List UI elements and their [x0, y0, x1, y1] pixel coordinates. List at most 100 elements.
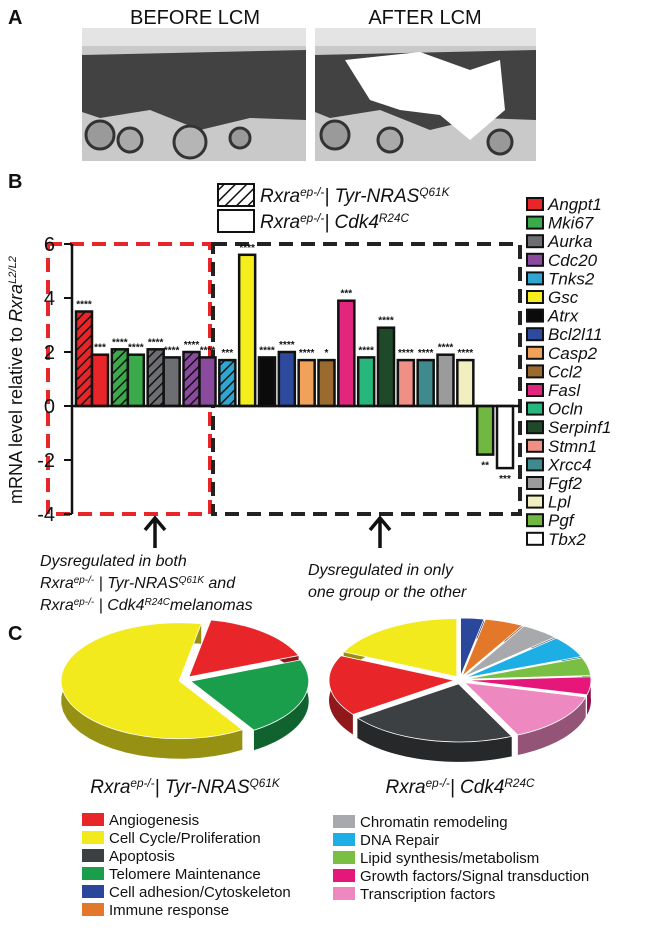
bar [277, 350, 297, 408]
legend-swatch [82, 813, 104, 826]
legend-swatch [526, 234, 544, 249]
text-part: Rxra [40, 597, 74, 614]
text-part: ep-/- [300, 186, 324, 199]
image-caption: AFTER LCM [368, 7, 481, 29]
significance-label: **** [358, 345, 374, 356]
micrograph-after [315, 28, 536, 161]
pie-side [587, 676, 591, 715]
text-part: one group or the other [308, 584, 467, 601]
legend-swatch [82, 867, 104, 880]
text-part: ep-/- [74, 575, 95, 586]
legend-label: Apoptosis [109, 848, 175, 865]
legend-swatch [82, 885, 104, 898]
text-part: Dysregulated in only [308, 562, 454, 579]
legend-swatch [333, 815, 355, 828]
legend-swatch [217, 183, 255, 207]
legend-swatch [526, 345, 544, 360]
legend-label: Transcription factors [360, 886, 495, 903]
significance-label: **** [164, 345, 180, 356]
significance-label: **** [200, 345, 216, 356]
pie-slice [463, 682, 587, 736]
panel-label: B [8, 171, 22, 193]
text-part: ep-/- [426, 777, 450, 790]
arrow [143, 515, 167, 548]
bar [495, 404, 515, 470]
legend-label: Angpt1 [547, 195, 602, 214]
legend-label: Growth factors/Signal transduction [360, 868, 589, 885]
y-tick-label: 6 [44, 234, 55, 256]
legend-label: Lipid synthesis/metabolism [360, 850, 539, 867]
legend-swatch [526, 476, 544, 490]
text-part: and [204, 575, 236, 592]
text-part: melanomas [170, 597, 253, 614]
bar [110, 348, 130, 408]
significance-label: **** [128, 343, 144, 354]
micrograph-before [82, 28, 306, 161]
bar [257, 356, 277, 408]
arrow [368, 515, 392, 548]
legend-label: Cell adhesion/Cytoskeleton [109, 884, 291, 901]
legend-swatch [526, 401, 544, 416]
legend-swatch [333, 887, 355, 900]
legend-label: Stmn1 [548, 437, 597, 456]
legend-label: Casp2 [548, 344, 598, 363]
rich-text: Rxraep-/-| Cdk4R24C [260, 212, 409, 234]
text-part: | Tyr-NRAS [155, 777, 250, 798]
bar [198, 356, 217, 408]
bar [90, 353, 110, 408]
legend-swatch [526, 364, 544, 379]
legend-label: Pgf [548, 511, 576, 530]
text-part: | Tyr-NRAS [94, 575, 179, 592]
text-part: ep-/- [300, 212, 324, 225]
legend-swatch [526, 420, 544, 435]
legend-swatch [82, 903, 104, 916]
panel-label: C [8, 623, 22, 645]
text-part: | Cdk4 [450, 777, 505, 798]
text-part: | Cdk4 [94, 597, 145, 614]
text-part: L2/L2 [7, 255, 19, 284]
significance-label: **** [148, 337, 164, 348]
significance-label: **** [458, 348, 474, 359]
pie-slice [342, 618, 458, 678]
text-part: Rxra [260, 212, 300, 233]
legend-swatch [82, 849, 104, 862]
text-part: Rxra [40, 575, 74, 592]
bar [376, 326, 396, 408]
rich-text: Dysregulated in both [40, 553, 187, 570]
pie-slice [60, 622, 244, 740]
y-tick-label: 4 [44, 288, 55, 310]
legend-swatch [526, 215, 544, 230]
legend-label: Fasl [548, 381, 581, 400]
significance-label: *** [499, 474, 511, 485]
pie-slice [463, 625, 556, 678]
significance-label: **** [418, 348, 434, 359]
text-part: Q61K [250, 777, 281, 790]
rich-text: Rxraep-/- | Cdk4R24Cmelanomas [40, 597, 253, 615]
rich-text: Rxraep-/-| Cdk4R24C [386, 777, 535, 799]
bar [416, 358, 435, 408]
panel-label: A [8, 7, 22, 29]
legend-label: Tnks2 [548, 269, 595, 288]
bar [146, 348, 165, 408]
bar [182, 350, 201, 408]
legend-swatch [526, 513, 544, 528]
significance-label: **** [279, 340, 295, 351]
significance-label: *** [94, 343, 106, 354]
pie-slice [189, 659, 310, 731]
legend-swatch [217, 209, 255, 233]
rich-text: Rxraep-/-| Tyr-NRASQ61K [90, 777, 281, 799]
bar [396, 358, 416, 408]
significance-label: **** [112, 337, 128, 348]
significance-label: **** [239, 243, 255, 254]
legend-swatch [526, 457, 544, 472]
significance-label: **** [76, 300, 92, 311]
legend-label: Ccl2 [548, 362, 583, 381]
rich-text: Rxraep-/- | Tyr-NRASQ61K and [40, 575, 236, 593]
legend-label: Xrcc4 [547, 455, 591, 474]
legend-swatch [333, 833, 355, 846]
bar [475, 404, 495, 456]
legend-label: Atrx [547, 307, 579, 326]
legend-swatch [526, 438, 544, 453]
text-part: | Tyr-NRAS [324, 186, 419, 207]
legend-label: Chromatin remodeling [360, 814, 508, 831]
